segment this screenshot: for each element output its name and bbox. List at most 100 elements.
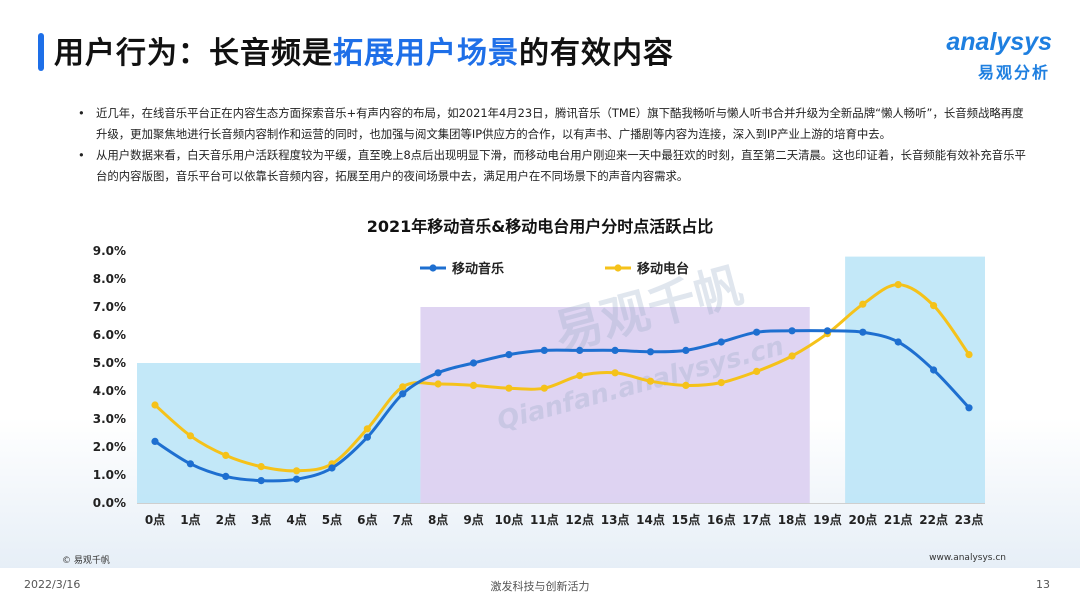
data-point [505,351,513,359]
data-point [469,381,478,389]
data-point [576,372,584,380]
data-point [965,351,973,359]
bullet-dot-icon: • [78,148,85,162]
x-tick-label: 6点 [357,512,377,527]
data-point [469,359,478,367]
data-point [399,383,407,391]
x-tick-label: 8点 [428,512,448,527]
y-tick-label: 6.0% [93,328,126,342]
bullet-item: • 近几年，在线音乐平台正在内容生态方面探索音乐+有声内容的布局，如2021年4月… [78,103,1028,145]
data-point [257,463,265,471]
data-point [859,300,867,308]
title-highlight: 拓展用户场景 [333,36,519,71]
data-point [186,432,194,440]
bullet-text: 从用户数据来看，白天音乐用户活跃程度较为平缓，直至晚上8点后出现明显下滑，而移动… [96,148,1026,183]
footer-source: © 易观千帆 [62,556,110,566]
data-point [257,477,265,485]
data-point [717,379,725,387]
x-tick-label: 5点 [322,512,342,527]
x-tick-label: 2点 [216,512,236,527]
data-point [434,380,442,388]
x-tick-label: 22点 [919,512,948,527]
data-point [363,425,371,433]
page-title: 用户行为：长音频是拓展用户场景的有效内容 [54,28,674,72]
footer-website: www.analysys.cn [929,553,1006,563]
data-point [399,390,407,398]
page-number: 13 [1036,578,1050,591]
x-tick-label: 11点 [530,512,559,527]
x-tick-label: 23点 [955,512,984,527]
data-point [930,302,938,310]
data-point [540,384,548,392]
chart-title: 2021年移动音乐&移动电台用户分时点活跃占比 [367,217,714,236]
x-tick-label: 7点 [393,512,413,527]
data-point [611,346,619,354]
x-tick-label: 9点 [463,512,483,527]
y-tick-label: 7.0% [93,300,126,314]
x-tick-label: 13点 [601,512,630,527]
data-point [363,433,371,441]
analysys-logo: analysys 易观分析 [928,28,1052,82]
logo-chinese: 易观分析 [977,63,1050,82]
data-point [292,467,301,475]
data-point [151,401,159,409]
x-tick-label: 10点 [495,512,524,527]
data-point [894,338,902,346]
y-tick-label: 5.0% [93,356,126,370]
title-suffix: 的有效内容 [519,36,674,71]
bullet-text: 近几年，在线音乐平台正在内容生态方面探索音乐+有声内容的布局，如2021年4月2… [96,106,1024,141]
y-tick-label: 0.0% [93,496,126,510]
x-tick-label: 16点 [707,512,736,527]
data-point [965,404,973,412]
x-tick-label: 3点 [251,512,271,527]
data-point [151,437,159,445]
data-point [682,346,690,354]
y-tick-label: 2.0% [93,440,126,454]
footer-date: 2022/3/16 [24,578,81,591]
title-accent-bar [38,33,44,71]
x-tick-label: 4点 [286,512,306,527]
data-point [222,472,230,480]
data-point [540,346,548,354]
y-tick-label: 1.0% [93,468,126,482]
y-tick-label: 3.0% [93,412,126,426]
y-tick-label: 9.0% [93,244,126,258]
bullet-item: • 从用户数据来看，白天音乐用户活跃程度较为平缓，直至晚上8点后出现明显下滑，而移… [78,145,1028,187]
x-tick-label: 0点 [145,512,165,527]
data-point [682,381,690,389]
data-point [753,328,761,336]
x-tick-label: 19点 [813,512,842,527]
legend-swatch-dot [614,264,622,272]
x-tick-label: 21点 [884,512,913,527]
highlight-band-2 [845,256,985,503]
data-point [222,451,230,459]
data-point [646,348,655,356]
highlight-band-1 [420,307,810,503]
data-point [292,475,301,483]
bullet-dot-icon: • [78,106,85,120]
data-point [753,367,761,375]
data-point [328,464,336,472]
logo-wordmark: analysys [946,28,1052,56]
y-tick-label: 8.0% [93,272,126,286]
x-tick-label: 14点 [636,512,665,527]
bullet-list: • 近几年，在线音乐平台正在内容生态方面探索音乐+有声内容的布局，如2021年4月… [78,103,1028,187]
data-point [823,327,832,335]
data-point [930,366,938,374]
data-point [859,328,867,336]
legend-label: 移动电台 [637,261,689,277]
data-point [894,281,902,289]
x-tick-label: 18点 [778,512,807,527]
data-point [717,338,725,346]
x-tick-label: 17点 [742,512,771,527]
x-tick-label: 12点 [565,512,594,527]
y-tick-label: 4.0% [93,384,126,398]
data-point [646,377,655,385]
data-point [788,327,796,335]
footer-slogan: 激发科技与创新活力 [490,580,590,593]
legend-label: 移动音乐 [452,261,504,277]
data-point [788,352,796,360]
x-tick-label: 20点 [848,512,877,527]
x-tick-label: 1点 [180,512,200,527]
